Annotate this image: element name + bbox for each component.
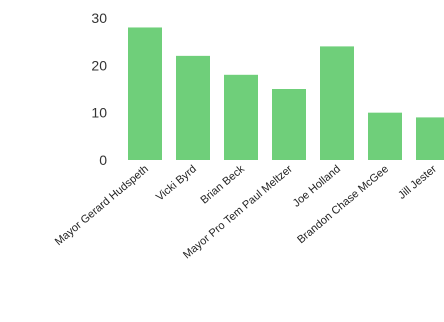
bar[interactable] [176, 55, 210, 160]
x-tick-label: Brandon Chase McGee [295, 163, 391, 246]
bar[interactable] [368, 112, 402, 160]
x-tick-label: Jill Jester [396, 163, 439, 202]
y-tick-label: 30 [91, 10, 107, 26]
bar[interactable] [224, 74, 258, 160]
x-axis-labels: Mayor Gerard Hudspeth Vicki Byrd Brian Bec… [53, 163, 439, 262]
bar[interactable] [128, 27, 162, 160]
y-tick-label: 20 [91, 57, 107, 73]
x-tick-label: Vicki Byrd [154, 163, 199, 203]
y-tick-label: 10 [91, 105, 107, 121]
bars-group [128, 27, 444, 160]
x-tick-label: Brian Beck [198, 163, 247, 207]
x-tick-label: Mayor Gerard Hudspeth [53, 163, 151, 248]
bar[interactable] [416, 117, 444, 160]
y-axis: 0 10 20 30 [91, 10, 107, 168]
bar[interactable] [272, 89, 306, 160]
y-tick-label: 0 [99, 152, 107, 168]
bar[interactable] [320, 46, 354, 160]
